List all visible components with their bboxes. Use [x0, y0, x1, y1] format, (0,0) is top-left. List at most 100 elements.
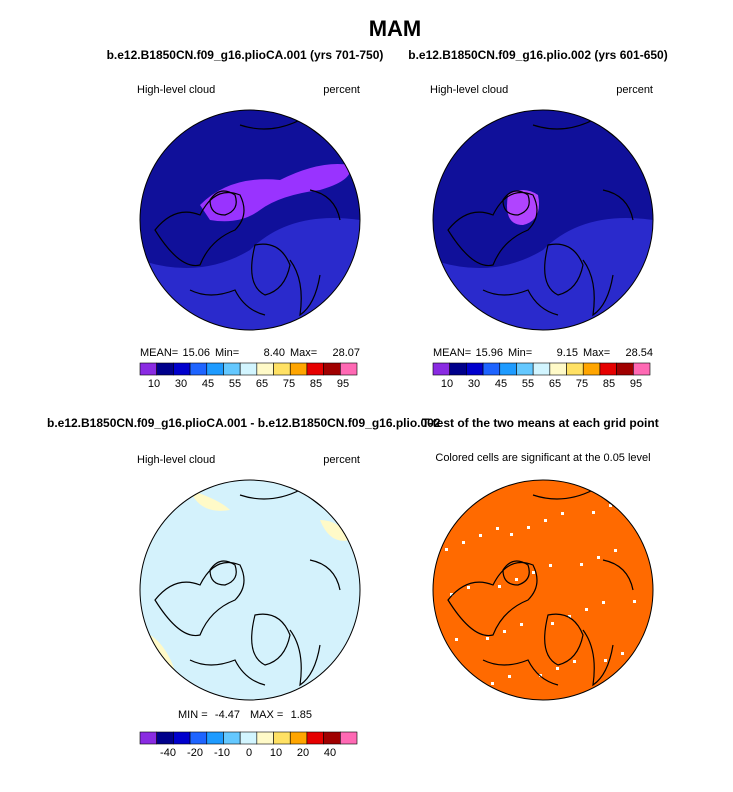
map-dot	[462, 541, 465, 544]
map	[140, 110, 360, 330]
map-dot	[455, 638, 458, 641]
map-dot	[626, 497, 629, 500]
colorbar-box	[306, 362, 324, 376]
colorbar-box	[432, 362, 450, 376]
colorbar-label: 95	[630, 378, 642, 390]
colorbar-label: 0	[246, 747, 252, 759]
stat-value: 8.40	[264, 347, 285, 359]
colorbar-box	[156, 731, 174, 745]
map-dot	[486, 637, 489, 640]
colorbar-label: -40	[160, 747, 176, 759]
stat-label: Min=	[508, 347, 532, 359]
map-dot	[568, 615, 571, 618]
colorbar-label: 30	[175, 378, 187, 390]
map-dot	[621, 652, 624, 655]
coastline	[447, 561, 538, 637]
colorbar-label: -20	[187, 747, 203, 759]
map-dot	[491, 682, 494, 685]
map-dot	[496, 527, 499, 530]
stat-value: 1.85	[291, 709, 312, 721]
map	[433, 110, 653, 330]
coastline	[309, 189, 341, 221]
map-dot	[503, 630, 506, 633]
map-dot	[508, 675, 511, 678]
coastline	[154, 561, 245, 637]
coastline	[582, 629, 614, 687]
coastline	[289, 629, 321, 687]
colorbar-box	[173, 731, 191, 745]
colorbar-box	[223, 731, 241, 745]
map-background	[433, 480, 653, 700]
map-region	[200, 164, 351, 222]
colorbar-box	[599, 362, 617, 376]
map-dot	[443, 490, 446, 493]
map-dot	[445, 548, 448, 551]
map-dot	[604, 659, 607, 662]
coastline	[289, 259, 321, 317]
coastline	[189, 659, 266, 686]
panel-note: Colored cells are significant at the 0.0…	[435, 452, 650, 464]
coastline	[209, 190, 237, 216]
map-dot	[609, 504, 612, 507]
colorbar-box	[239, 731, 258, 745]
colorbar-box	[516, 362, 534, 376]
map-dot	[527, 526, 530, 529]
panel-title: b.e12.B1850CN.f09_g16.plioCA.001 - b.e12…	[47, 416, 441, 430]
colorbar-label: 10	[270, 747, 282, 759]
colorbar-box	[189, 731, 208, 745]
coastline	[309, 559, 341, 591]
left-label: High-level cloud	[137, 454, 215, 466]
map-dot	[597, 556, 600, 559]
colorbar-box	[189, 362, 208, 376]
colorbar-box	[499, 362, 517, 376]
figure-title: MAM	[369, 16, 422, 41]
colorbar-box	[256, 362, 274, 376]
coastline	[582, 259, 614, 317]
map-region	[433, 218, 653, 330]
stat-label: MEAN=	[140, 347, 178, 359]
colorbar-box	[206, 362, 224, 376]
map-dot	[602, 601, 605, 604]
colorbar-label: 65	[256, 378, 268, 390]
map-dot	[479, 534, 482, 537]
map-region	[140, 218, 360, 330]
colorbar-label: 45	[202, 378, 214, 390]
stat-value: -4.47	[215, 709, 240, 721]
colorbar-box	[139, 362, 157, 376]
colorbar-label: 40	[324, 747, 336, 759]
map	[140, 480, 360, 700]
coastline	[502, 190, 530, 216]
map-border	[139, 109, 361, 331]
panel-title: b.e12.B1850CN.f09_g16.plio.002 (yrs 601-…	[408, 48, 667, 62]
colorbar-label: 20	[297, 747, 309, 759]
map-border	[432, 109, 654, 331]
colorbar-box	[206, 731, 224, 745]
map-border	[139, 479, 361, 701]
map-dot	[585, 608, 588, 611]
stat-value: 15.96	[475, 347, 503, 359]
map	[433, 480, 653, 700]
map-dot	[532, 571, 535, 574]
map-region	[507, 190, 539, 225]
colorbar-box	[449, 362, 467, 376]
map-dot	[520, 623, 523, 626]
colorbar-box	[482, 362, 501, 376]
colorbar-box	[239, 362, 258, 376]
colorbar-box	[256, 731, 274, 745]
map-dot	[457, 496, 460, 499]
colorbar-box	[223, 362, 241, 376]
colorbar-box	[289, 362, 308, 376]
panel-title: T-test of the two means at each grid poi…	[422, 416, 659, 430]
colorbar-box	[273, 362, 291, 376]
colorbar-label: 10	[441, 378, 453, 390]
map-dot	[474, 689, 477, 692]
colorbar-box	[340, 731, 358, 745]
colorbar-box	[139, 731, 157, 745]
stat-label: MAX =	[250, 709, 283, 721]
colorbar-box	[616, 362, 634, 376]
map-border	[432, 479, 654, 701]
colorbar-label: 85	[603, 378, 615, 390]
colorbar-box	[273, 731, 291, 745]
colorbar-label: 10	[148, 378, 160, 390]
